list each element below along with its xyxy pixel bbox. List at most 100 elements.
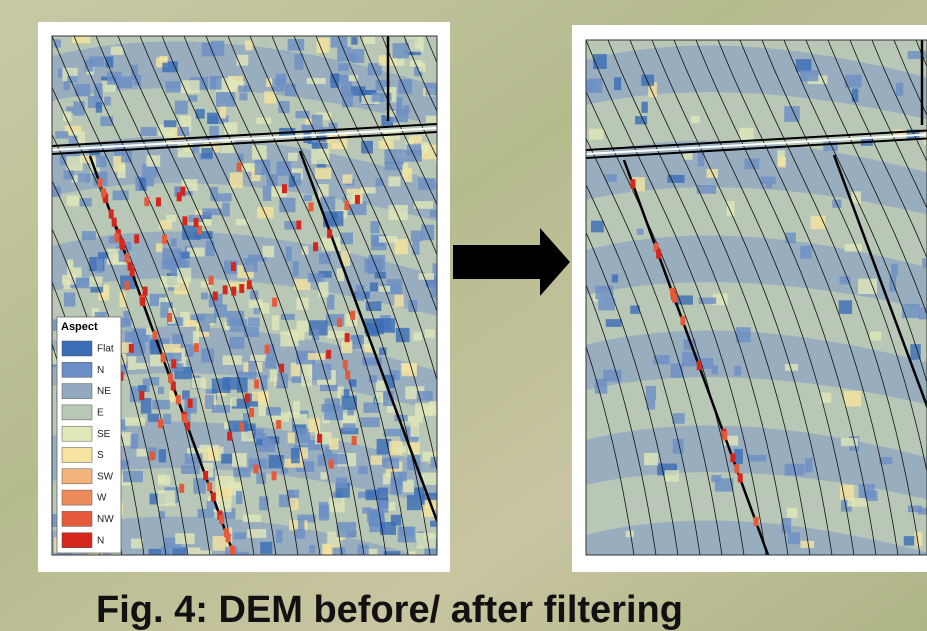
aspect-cell	[215, 193, 232, 202]
aspect-cell	[329, 497, 345, 513]
aspect-cell	[327, 453, 348, 465]
aspect-cell	[193, 478, 206, 494]
aspect-cell	[598, 298, 615, 311]
aspect-cell	[174, 100, 188, 115]
ditch	[832, 154, 927, 410]
aspect-cell	[67, 75, 78, 83]
aspect-cell	[392, 43, 409, 59]
aspect-cell	[182, 225, 201, 240]
aspect-cell	[653, 355, 670, 365]
aspect-cell	[413, 332, 423, 341]
aspect-cell	[223, 528, 229, 538]
aspect-cell	[114, 233, 120, 243]
aspect-cell	[97, 178, 103, 188]
aspect-cell	[287, 329, 296, 336]
aspect-cell	[96, 155, 107, 168]
aspect-cell	[680, 316, 686, 326]
contour	[586, 231, 679, 555]
aspect-cell	[408, 135, 423, 143]
aspect-cell	[297, 518, 305, 531]
aspect-cell	[388, 205, 408, 221]
contour	[95, 36, 277, 555]
aspect-cell	[144, 197, 150, 207]
aspect-cell	[374, 271, 386, 279]
aspect-cell	[415, 402, 433, 416]
aspect-cell	[367, 63, 382, 76]
aspect-cell	[236, 162, 242, 172]
aspect-cell	[287, 411, 299, 419]
aspect-cell	[347, 407, 355, 416]
aspect-cell	[184, 453, 203, 465]
aspect-cell	[422, 142, 429, 154]
aspect-cell	[62, 274, 76, 285]
aspect-cell	[278, 101, 290, 114]
aspect-cell	[228, 483, 244, 496]
aspect-cell	[67, 259, 74, 270]
aspect-cell	[185, 320, 198, 327]
aspect-cell	[354, 194, 360, 204]
contour	[183, 36, 365, 555]
aspect-cell	[838, 300, 853, 314]
aspect-cell	[342, 174, 353, 184]
aspect-cell	[294, 278, 311, 290]
aspect-cell	[230, 545, 236, 555]
aspect-cell	[207, 482, 213, 492]
aspect-cell	[379, 347, 387, 356]
aspect-cell	[371, 237, 381, 244]
aspect-cell	[268, 455, 284, 469]
aspect-cell	[375, 178, 384, 187]
aspect-cell	[906, 129, 920, 139]
aspect-cell	[293, 413, 308, 425]
contour	[805, 40, 927, 316]
aspect-cell	[800, 540, 815, 548]
aspect-cell	[308, 202, 314, 212]
aspect-cell	[696, 185, 717, 194]
aspect-cell	[248, 299, 263, 309]
map-after	[586, 40, 927, 555]
aspect-cell	[350, 335, 369, 345]
aspect-cell	[595, 285, 614, 300]
aspect-cell	[318, 504, 330, 521]
aspect-cell	[162, 343, 181, 353]
aspect-cell	[786, 507, 798, 519]
aspect-cell	[262, 245, 275, 258]
aspect-cell	[172, 333, 184, 349]
contour	[52, 86, 211, 555]
contour	[783, 40, 927, 384]
aspect-cell	[326, 330, 346, 339]
aspect-cell	[120, 241, 126, 251]
aspect-cell	[604, 174, 617, 182]
aspect-cell	[229, 172, 243, 188]
aspect-cell	[785, 232, 796, 244]
aspect-cell	[394, 414, 408, 422]
aspect-cell	[125, 417, 145, 426]
aspect-cell	[136, 448, 148, 457]
legend-swatch	[61, 404, 93, 421]
aspect-cell	[181, 465, 200, 475]
aspect-cell	[587, 78, 603, 93]
aspect-cell	[75, 84, 91, 97]
aspect-cell	[360, 417, 380, 428]
aspect-cell	[256, 472, 266, 485]
aspect-cell	[165, 81, 181, 93]
road	[52, 131, 437, 155]
aspect-cell	[857, 278, 878, 294]
aspect-cell	[429, 520, 437, 527]
aspect-cell	[314, 167, 332, 180]
aspect-cell	[146, 327, 155, 335]
aspect-cell	[337, 46, 352, 62]
aspect-cell	[399, 527, 414, 536]
aspect-cell	[323, 545, 340, 555]
aspect-cell	[276, 373, 288, 389]
aspect-cell	[281, 184, 287, 194]
aspect-cell	[364, 258, 383, 273]
aspect-cell	[236, 377, 248, 393]
aspect-cell	[432, 263, 437, 280]
aspect-cell	[839, 485, 854, 501]
aspect-cell	[257, 206, 274, 219]
aspect-cell	[179, 357, 187, 367]
aspect-cell	[63, 292, 76, 307]
aspect-cell	[176, 192, 182, 202]
aspect-cell	[287, 490, 294, 505]
contour	[651, 40, 833, 555]
